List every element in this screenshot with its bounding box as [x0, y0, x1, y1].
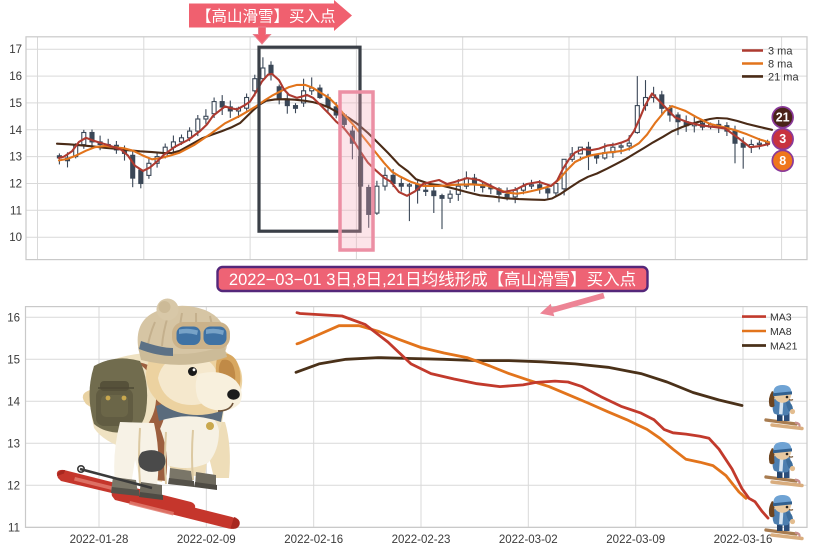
svg-text:17: 17 — [9, 44, 22, 56]
svg-text:2022-02-16: 2022-02-16 — [284, 534, 343, 546]
svg-text:16: 16 — [7, 312, 20, 324]
svg-text:13: 13 — [7, 438, 20, 450]
svg-text:MA3: MA3 — [770, 312, 792, 324]
svg-text:21: 21 — [776, 111, 790, 125]
svg-text:12: 12 — [7, 480, 20, 492]
svg-text:12: 12 — [9, 179, 22, 191]
svg-text:15: 15 — [9, 98, 22, 110]
svg-text:2022-03-16: 2022-03-16 — [714, 534, 773, 546]
svg-text:【高山滑雪】买入点: 【高山滑雪】买入点 — [196, 8, 336, 26]
svg-text:14: 14 — [7, 396, 20, 408]
svg-text:11: 11 — [8, 522, 20, 534]
svg-text:2022−03−01 3日,8日,21日均线形成【高山滑雪】: 2022−03−01 3日,8日,21日均线形成【高山滑雪】买入点 — [229, 270, 636, 289]
svg-text:11: 11 — [10, 205, 22, 217]
svg-text:10: 10 — [9, 232, 22, 244]
svg-text:16: 16 — [9, 71, 22, 83]
svg-text:2022-01-28: 2022-01-28 — [70, 534, 129, 546]
svg-text:2022-02-23: 2022-02-23 — [392, 534, 451, 546]
svg-text:14: 14 — [9, 125, 22, 137]
svg-text:2022-02-09: 2022-02-09 — [177, 534, 236, 546]
svg-text:15: 15 — [7, 354, 20, 366]
svg-text:13: 13 — [9, 152, 22, 164]
svg-text:8 ma: 8 ma — [768, 59, 793, 71]
svg-text:3: 3 — [779, 132, 786, 146]
svg-text:21 ma: 21 ma — [768, 71, 799, 83]
svg-text:2022-03-09: 2022-03-09 — [606, 534, 665, 546]
svg-text:2022-03-02: 2022-03-02 — [499, 534, 558, 546]
svg-text:8: 8 — [779, 154, 786, 168]
svg-text:3 ma: 3 ma — [768, 46, 793, 58]
svg-text:MA8: MA8 — [770, 326, 792, 338]
svg-text:MA21: MA21 — [770, 341, 798, 353]
